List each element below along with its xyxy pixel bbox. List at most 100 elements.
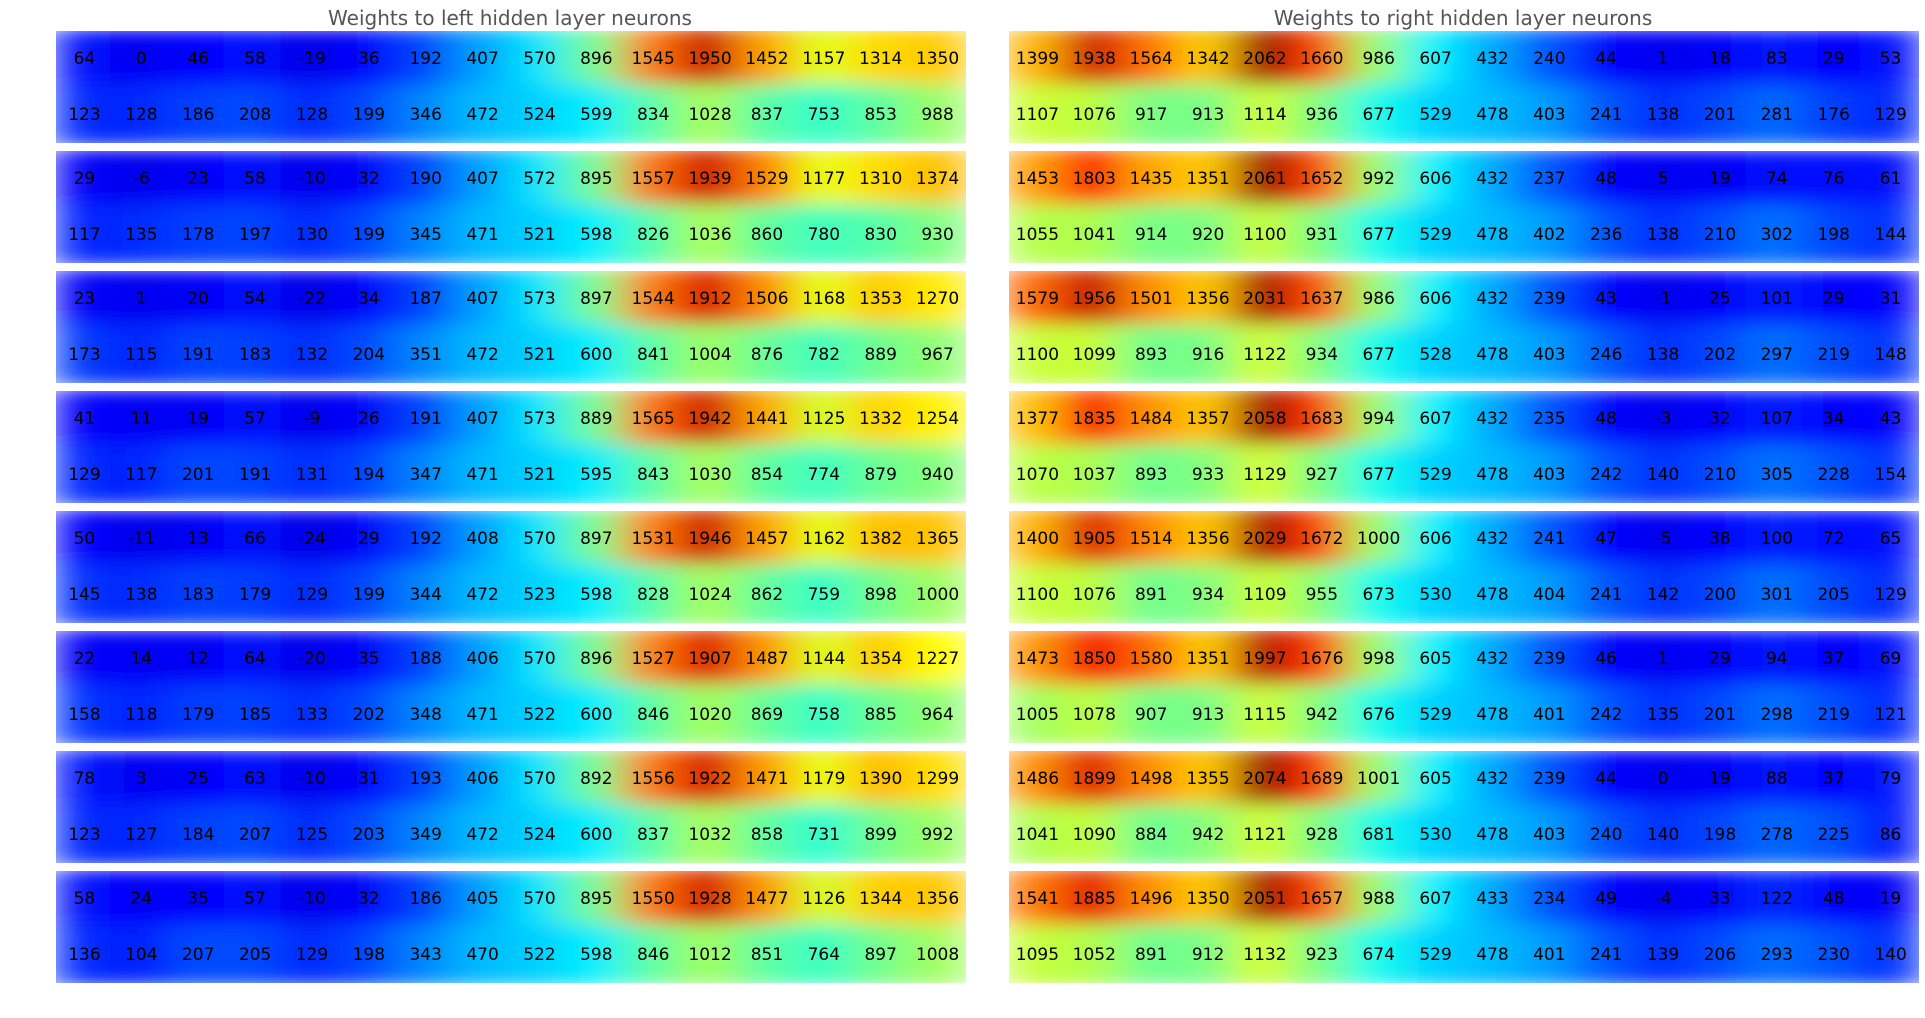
cell-value: 884 [1135, 825, 1167, 845]
cell-value: 127 [125, 825, 157, 845]
cell-value: 225 [1817, 825, 1849, 845]
cell-value: 38 [1709, 529, 1731, 549]
cell-value: 432 [1476, 409, 1508, 429]
heat-cell [906, 631, 966, 690]
heat-cell [1574, 631, 1638, 690]
heat-cell [1631, 444, 1695, 503]
heat-cell [1176, 751, 1240, 810]
heat-cell [1290, 924, 1354, 983]
heat-cell [1745, 444, 1809, 503]
heat-cell [223, 751, 287, 810]
cell-value: 210 [1704, 225, 1736, 245]
cell-value: 522 [523, 945, 555, 965]
heat-cell [678, 84, 742, 143]
cell-value: 1 [1658, 49, 1669, 69]
left-block-1-labels: 64 0 46 58 -19 36 192 407 570 896 1545 1950 1452 1157… [68, 49, 959, 125]
right-block-8: 1541 1885 1496 1350 2051 1657 988 607 433 234 49 -4… [1009, 871, 1919, 983]
cell-value: 837 [751, 105, 783, 125]
cell-value: 862 [751, 585, 783, 605]
cell-value: 101 [1761, 289, 1793, 309]
cell-value: 1514 [1130, 529, 1173, 549]
heat-cell [1802, 151, 1866, 210]
heat-cell [849, 564, 913, 623]
cell-value: 29 [358, 529, 380, 549]
cell-value: 893 [1135, 345, 1167, 365]
heat-cell [1802, 684, 1866, 743]
heat-cell [735, 804, 799, 863]
heat-cell [1404, 391, 1468, 450]
cell-value: 138 [1647, 105, 1679, 125]
cell-value: 179 [239, 585, 271, 605]
cell-value: 731 [808, 825, 840, 845]
heat-cell [166, 391, 230, 450]
cell-value: 600 [580, 345, 612, 365]
heat-cell [1745, 751, 1809, 810]
cell-value: 118 [125, 705, 157, 725]
heat-cell [337, 871, 401, 930]
heat-cell [1517, 924, 1581, 983]
cell-value: 529 [1419, 105, 1451, 125]
cell-value: 1270 [916, 289, 959, 309]
heat-cell [792, 204, 856, 263]
heat-cell [166, 444, 230, 503]
cell-value: 128 [125, 105, 157, 125]
heat-cell [394, 324, 458, 383]
heat-cell [1404, 631, 1468, 690]
heat-cell [1745, 31, 1809, 90]
heat-cell [280, 631, 344, 690]
heat-cell [508, 511, 571, 570]
heat-cell [166, 564, 230, 623]
cell-value: 219 [1817, 705, 1849, 725]
heat-cell [792, 444, 856, 503]
heat-cell [1290, 324, 1354, 383]
heat-cell [906, 204, 966, 263]
cell-value: 242 [1590, 465, 1622, 485]
cell-value: 230 [1817, 945, 1849, 965]
heat-cell [906, 391, 966, 450]
heat-cell [1233, 391, 1297, 450]
heat-cell [394, 631, 458, 690]
cell-value: 44 [1595, 49, 1617, 69]
heat-cell [1517, 271, 1581, 330]
heat-cell [735, 204, 799, 263]
cell-value: 1109 [1243, 585, 1286, 605]
cell-value: 472 [466, 825, 498, 845]
left-block-8-colors [56, 871, 966, 983]
heat-cell [1517, 631, 1581, 690]
cell-value: 34 [358, 289, 380, 309]
cell-value: 29 [1709, 649, 1731, 669]
heat-cell [394, 444, 458, 503]
cell-value: 1008 [916, 945, 959, 965]
heat-cell [1347, 324, 1411, 383]
heat-cell [109, 631, 173, 690]
cell-value: 406 [466, 769, 498, 789]
right-block-4-labels: 1377 1835 1484 1357 2058 1683 994 607 432 235 48 -3… [1016, 409, 1907, 485]
cell-value: 598 [580, 225, 612, 245]
cell-value: 132 [296, 345, 328, 365]
heat-cell [1461, 204, 1524, 263]
cell-value: 472 [466, 105, 498, 125]
cell-value: 1099 [1073, 345, 1116, 365]
heat-cell [223, 84, 287, 143]
cell-value: 239 [1533, 649, 1565, 669]
heat-cell [1290, 444, 1354, 503]
heat-cell [166, 684, 230, 743]
cell-value: 942 [1192, 825, 1224, 845]
cell-value: 1541 [1016, 889, 1059, 909]
cell-value: 86 [1880, 825, 1902, 845]
cell-value: 927 [1306, 465, 1338, 485]
heat-cell [1745, 924, 1809, 983]
left-block-5-colors [56, 511, 966, 623]
heat-cell [451, 324, 515, 383]
cell-value: 122 [1761, 889, 1793, 909]
cell-value: 117 [125, 465, 157, 485]
cell-value: 1956 [1073, 289, 1116, 309]
cell-value: 348 [409, 705, 441, 725]
heat-cell [508, 84, 571, 143]
heat-cell [1517, 751, 1581, 810]
cell-value: 404 [1533, 585, 1565, 605]
heat-cell [1009, 511, 1069, 570]
heat-cell [564, 324, 628, 383]
heat-cell [1347, 564, 1411, 623]
cell-value: 1041 [1073, 225, 1116, 245]
